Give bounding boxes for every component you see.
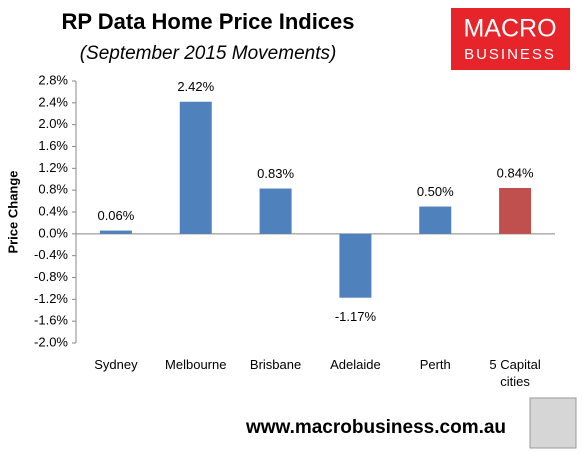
y-tick-label: 0.8% bbox=[38, 182, 68, 197]
logo-text: MACRO bbox=[463, 15, 556, 43]
data-label: 0.84% bbox=[497, 165, 534, 180]
wolf-icon bbox=[529, 397, 577, 449]
bar bbox=[259, 188, 292, 234]
bar bbox=[99, 230, 132, 234]
y-tick-label: 0.4% bbox=[38, 203, 68, 218]
data-label: 0.06% bbox=[97, 208, 134, 223]
y-tick-label: 0.0% bbox=[38, 225, 68, 240]
bar bbox=[499, 187, 532, 234]
y-tick-label: 2.8% bbox=[38, 72, 68, 87]
y-tick-label: 2.0% bbox=[38, 116, 68, 131]
bar bbox=[339, 233, 372, 298]
y-tick-label: -0.8% bbox=[34, 269, 68, 284]
data-label: 0.50% bbox=[417, 184, 454, 199]
bar bbox=[419, 206, 452, 234]
y-tick-label: -1.2% bbox=[34, 291, 68, 306]
y-tick-label: 1.2% bbox=[38, 160, 68, 175]
x-tick-label: Adelaide bbox=[330, 357, 381, 372]
y-tick-label: 1.6% bbox=[38, 138, 68, 153]
logo-text: BUSINESS bbox=[464, 46, 556, 63]
y-tick-label: -1.6% bbox=[34, 313, 68, 328]
logo-box bbox=[451, 8, 570, 70]
data-label: -1.17% bbox=[335, 309, 377, 324]
data-label: 0.83% bbox=[257, 166, 294, 181]
x-tick-label: Perth bbox=[419, 357, 451, 372]
y-tick-label: -2.0% bbox=[34, 334, 68, 349]
x-tick-label: Brisbane bbox=[249, 357, 302, 372]
y-axis-label: Price Change bbox=[5, 170, 20, 253]
y-tick-label: 2.4% bbox=[38, 94, 68, 109]
y-tick-label: -0.4% bbox=[34, 247, 68, 262]
x-tick-label: Sydney bbox=[94, 357, 138, 372]
bar bbox=[179, 101, 212, 234]
chart-subtitle: (September 2015 Movements) bbox=[80, 43, 337, 64]
x-tick-label: 5 Capital cities bbox=[489, 357, 541, 389]
x-tick-label: Melbourne bbox=[165, 357, 227, 372]
footer: www.macrobusiness.com.au bbox=[245, 417, 506, 438]
data-label: 2.42% bbox=[177, 79, 214, 94]
chart-title: RP Data Home Price Indices bbox=[61, 9, 354, 34]
